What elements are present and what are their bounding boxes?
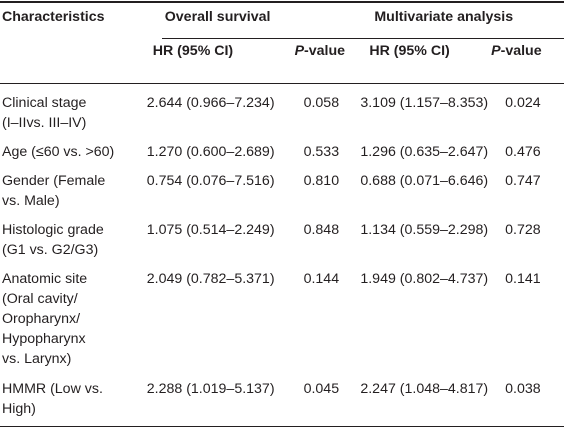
row-os-hr: 2.049 (0.782–5.371) (146, 271, 275, 287)
row-characteristic: Gender (Female vs. Male) (0, 162, 147, 211)
table-row: Histologic grade (G1 vs. G2/G3) 1.075 (0.5… (0, 211, 564, 260)
row-mv-hr: 0.688 (0.071–6.646) (360, 173, 489, 189)
row-mv-p: 0.038 (505, 381, 541, 397)
row-mv-p: 0.024 (505, 95, 541, 111)
row-mv-hr: 1.949 (0.802–4.737) (360, 271, 489, 287)
characteristic-line: Oropharynx/ (2, 311, 81, 327)
characteristic-line: HMMR (Low vs. (2, 381, 103, 397)
table-row: HMMR (Low vs. High) 2.288 (1.019–5.137) 0.0… (0, 369, 564, 419)
bottom-rule (0, 426, 564, 427)
table-row: Gender (Female vs. Male) 0.754 (0.076–7.51… (0, 162, 564, 211)
row-mv-hr: 1.134 (0.559–2.298) (360, 222, 489, 238)
characteristic-line: (I–IIvs. III–IV) (2, 115, 87, 131)
row-os-p: 0.810 (303, 173, 340, 189)
row-mv-p: 0.141 (505, 271, 541, 287)
characteristic-line: (G1 vs. G2/G3) (2, 242, 99, 258)
characteristic-line: (Oral cavity/ (2, 291, 78, 307)
row-characteristic: Histologic grade (G1 vs. G2/G3) (0, 211, 147, 260)
table-body: Clinical stage (I–IIvs. III–IV) 2.644 (0.9… (0, 83, 564, 419)
row-mv-hr: 2.247 (1.048–4.817) (360, 381, 489, 397)
characteristic-line: Histologic grade (2, 222, 104, 238)
header-p-value-mv: P-value (491, 43, 542, 59)
table-row: Anatomic site (Oral cavity/Oropharynx/Hyp… (0, 260, 564, 369)
characteristic-line: High) (2, 401, 36, 417)
row-characteristic: HMMR (Low vs. High) (0, 369, 147, 419)
table-row: Clinical stage (I–IIvs. III–IV) 2.644 (0.9… (0, 83, 564, 133)
row-os-hr: 1.075 (0.514–2.249) (146, 222, 275, 238)
characteristic-line: vs. Male) (2, 193, 60, 209)
characteristic-line: Anatomic site (2, 271, 88, 287)
row-os-hr: 2.644 (0.966–7.234) (146, 95, 275, 111)
row-os-p: 0.533 (303, 144, 340, 160)
row-characteristic: Age (≤60 vs. >60) (0, 133, 147, 162)
row-mv-p: 0.728 (505, 222, 541, 238)
header-characteristics: Characteristics (2, 9, 105, 25)
characteristic-line: vs. Larynx) (2, 351, 72, 367)
characteristic-line: Age (≤60 vs. >60) (2, 144, 115, 160)
row-os-p: 0.045 (303, 381, 340, 397)
header-hr-ci-mv: HR (95% CI) (369, 43, 450, 59)
table-row: Age (≤60 vs. >60) 1.270 (0.600–2.689) 0.53… (0, 133, 564, 162)
characteristic-line: Hypopharynx (2, 331, 86, 347)
row-mv-p: 0.747 (505, 173, 541, 189)
row-characteristic: Anatomic site (Oral cavity/Oropharynx/Hyp… (0, 260, 147, 369)
row-os-hr: 1.270 (0.600–2.689) (146, 144, 275, 160)
characteristic-line: Clinical stage (2, 95, 87, 111)
row-os-p: 0.144 (303, 271, 340, 287)
data-table: Characteristics Overall survival Multiva… (0, 9, 564, 419)
header-blank (0, 37, 147, 83)
row-mv-hr: 3.109 (1.157–8.353) (360, 95, 489, 111)
header-overall-survival: Overall survival (164, 9, 271, 25)
characteristic-line: Gender (Female (2, 173, 106, 189)
row-os-hr: 2.288 (1.019–5.137) (146, 381, 275, 397)
row-mv-hr: 1.296 (0.635–2.647) (360, 144, 489, 160)
row-os-p: 0.848 (303, 222, 340, 238)
header-mid-rule (162, 38, 564, 39)
header-multivariate-analysis: Multivariate analysis (374, 9, 514, 25)
row-mv-p: 0.476 (505, 144, 541, 160)
row-os-p: 0.058 (303, 95, 340, 111)
row-os-hr: 0.754 (0.076–7.516) (146, 173, 275, 189)
top-rule (0, 1, 564, 3)
header-p-value-os: P-value (294, 43, 346, 59)
header-hr-ci-os: HR (95% CI) (152, 43, 234, 59)
header-bottom-rule (0, 83, 564, 84)
row-characteristic: Clinical stage (I–IIvs. III–IV) (0, 83, 147, 133)
